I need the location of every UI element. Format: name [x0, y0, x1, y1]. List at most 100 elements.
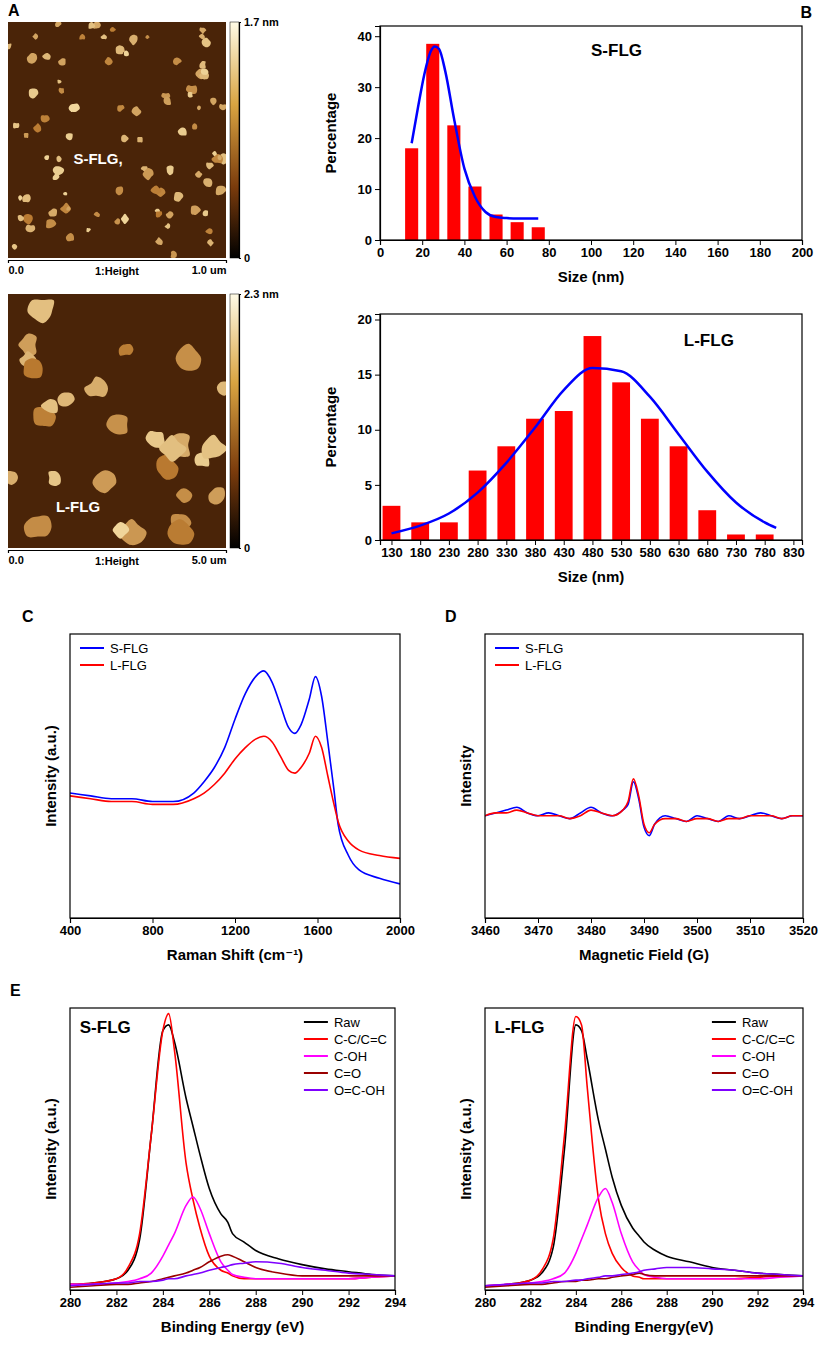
legend: RawC-C/C=CC-OHC=OO=C-OH: [304, 1015, 387, 1098]
tick: 400: [60, 918, 82, 938]
tick-label: 30: [358, 80, 372, 95]
tick: 280: [467, 540, 489, 560]
tick-label: 180: [749, 245, 771, 260]
flake: [166, 211, 174, 218]
tick: 0.0: [9, 260, 24, 276]
flake: [191, 206, 201, 215]
tick-label: 3510: [736, 923, 765, 938]
tick: 0: [377, 240, 384, 260]
figure-root: S-FLG,01.7 nm0.01.0 um1:HeightAL-FLG02.3…: [0, 0, 826, 1359]
flake: [199, 61, 205, 69]
panel-5: 3460347034803490350035103520Magnetic Fie…: [445, 608, 818, 963]
plot-marks: [70, 1014, 395, 1288]
tick-label: 3480: [577, 923, 606, 938]
flake: [92, 470, 116, 493]
flake: [202, 435, 226, 459]
flake: [207, 239, 214, 246]
axis-title: 1:Height: [95, 265, 139, 277]
tick: 120: [623, 240, 645, 260]
tick-label: 200: [792, 245, 814, 260]
tick-label: 2.3 nm: [244, 288, 279, 300]
flake: [24, 358, 43, 378]
axis-title: Binding Energy(eV): [574, 1318, 713, 1335]
legend: S-FLGL-FLG: [80, 641, 148, 673]
flake: [129, 35, 137, 45]
tick: 30: [358, 80, 380, 95]
tick: 380: [525, 540, 547, 560]
tick: 0: [365, 533, 380, 548]
flake: [199, 27, 206, 33]
legend-label: C-OH: [742, 1049, 775, 1064]
tick-label: 780: [754, 545, 776, 560]
flake: [119, 344, 134, 356]
flake: [188, 92, 193, 98]
tick-label: 40: [358, 29, 372, 44]
tick-label: 280: [467, 545, 489, 560]
legend-label: L-FLG: [110, 658, 147, 673]
flake: [8, 44, 11, 50]
legend-swatch: [304, 1021, 328, 1023]
tick-label: 60: [500, 245, 514, 260]
tick: 282: [520, 1290, 542, 1310]
flake: [46, 219, 56, 228]
flake: [23, 214, 33, 225]
tick-label: 380: [525, 545, 547, 560]
tick-label: 3490: [630, 923, 659, 938]
tick-label: 100: [581, 245, 603, 260]
series-line: [70, 1197, 395, 1284]
tick: 10: [358, 182, 380, 197]
plot-frame: [70, 634, 400, 918]
flake: [217, 381, 226, 395]
plot-marks: [485, 1016, 803, 1287]
tick: 130: [381, 540, 403, 560]
flake: [218, 155, 222, 160]
tick: 480: [582, 540, 604, 560]
flake: [116, 45, 124, 54]
tick: 5: [365, 478, 380, 493]
plot-marks: [70, 671, 400, 884]
tick: 180: [410, 540, 432, 560]
tick-label: 282: [520, 1295, 542, 1310]
tick-label: 15: [358, 367, 372, 382]
flake: [57, 80, 61, 84]
tick: 160: [707, 240, 729, 260]
tick: 0: [365, 233, 380, 248]
plot-frame: [485, 1008, 803, 1290]
flake: [205, 228, 212, 234]
tick: 100: [581, 240, 603, 260]
tick: 20: [358, 312, 380, 327]
tick: 40: [458, 240, 472, 260]
tick: 1600: [304, 918, 333, 938]
tick-label: 284: [566, 1295, 588, 1310]
flake: [178, 127, 187, 135]
flake: [101, 34, 107, 39]
tick: 230: [439, 540, 461, 560]
flake: [79, 34, 85, 40]
afm-flakes: [8, 22, 226, 258]
tick-mark: [375, 375, 380, 376]
tick-label: 160: [707, 245, 729, 260]
axis-bottom: 400800120016002000: [60, 918, 415, 938]
tick-mark: [239, 258, 241, 259]
flake: [58, 58, 65, 65]
flake: [174, 192, 183, 202]
flake: [114, 218, 120, 224]
flake: [69, 104, 80, 112]
axis-title: Intensity: [457, 745, 474, 807]
flake: [105, 57, 113, 65]
image-label: S-FLG,: [73, 150, 122, 167]
axis-title: Size (nm): [558, 268, 625, 285]
tick-label: 290: [702, 1295, 724, 1310]
tick-label: 180: [410, 545, 432, 560]
tick-label: 294: [385, 1295, 407, 1310]
legend-swatch: [495, 664, 519, 666]
tick: 180: [749, 240, 771, 260]
flake: [48, 471, 61, 486]
flake: [116, 187, 124, 196]
tick: 40: [358, 29, 380, 44]
flake: [59, 88, 64, 94]
panel-1: L-FLG02.3 nm0.05.0 um1:Height: [5, 288, 279, 567]
flake: [106, 414, 127, 434]
axis-right: 02.3 nm: [239, 288, 279, 554]
panel-letter: B: [800, 4, 812, 21]
